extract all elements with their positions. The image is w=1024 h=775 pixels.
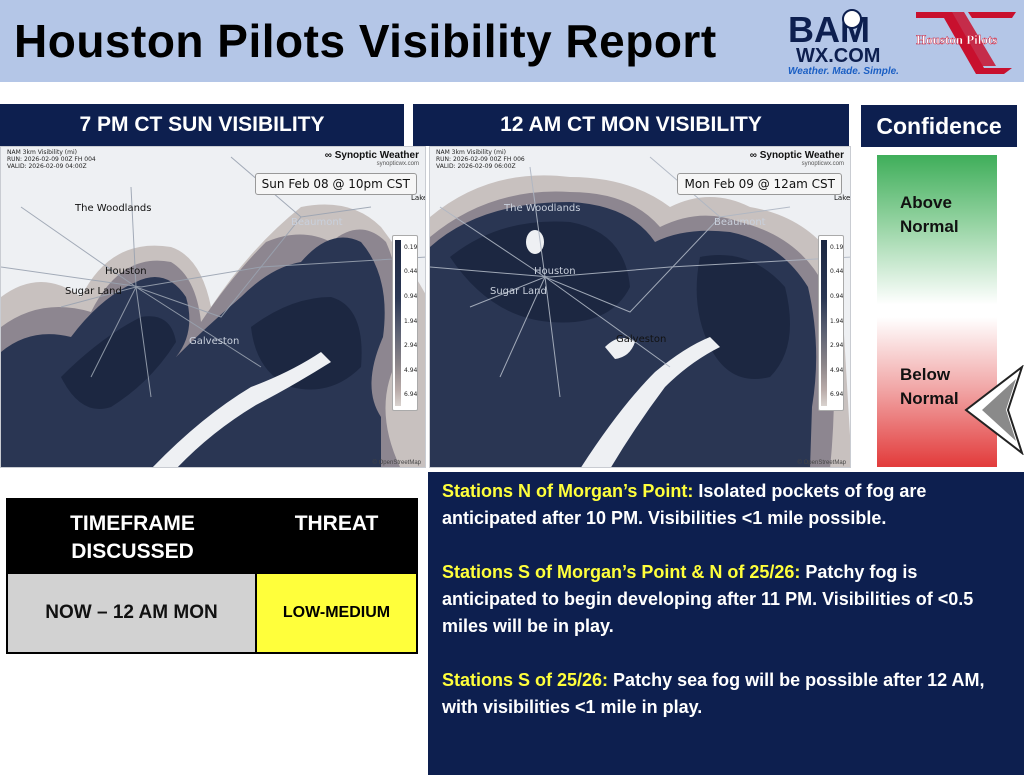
confidence-pointer-icon — [964, 365, 1024, 455]
osm-attribution: © OpenStreetMap — [797, 460, 846, 466]
forecast-text: Patchy sea fog will be possible after 12… — [442, 670, 985, 717]
legend-tick: 4.94 — [830, 367, 844, 374]
confidence-title: Confidence — [861, 105, 1017, 147]
valid-time-badge: Mon Feb 09 @ 12am CST — [677, 173, 842, 195]
threat-level-value: LOW-MEDIUM — [257, 574, 416, 652]
legend-tick: 0.44 — [830, 268, 844, 275]
valid-time-badge: Sun Feb 08 @ 10pm CST — [254, 173, 417, 195]
place-lake: Lake — [411, 194, 426, 202]
confidence-below-label: Below Normal — [900, 365, 959, 408]
forecast-paragraph: Stations N of Morgan’s Point: Isolated p… — [442, 478, 1010, 532]
legend-tick: 0.44 — [404, 268, 418, 275]
timeframe-value: NOW – 12 AM MON — [8, 574, 257, 652]
station-group-label: Stations S of 25/26: — [442, 670, 609, 690]
panel-title-sun: 7 PM CT SUN VISIBILITY — [0, 104, 404, 146]
legend-color-bar — [821, 240, 827, 406]
place-galveston: Galveston — [616, 334, 667, 345]
place-galveston: Galveston — [189, 336, 240, 347]
baam-logo-domain: WX.COM — [796, 45, 880, 67]
legend-tick: 0.19 — [404, 244, 418, 251]
confidence-above-label: Above Normal — [900, 193, 959, 236]
visibility-legend: 0.19 0.44 0.94 1.94 2.94 4.94 6.94 — [818, 235, 844, 411]
legend-tick: 0.94 — [830, 293, 844, 300]
map-meta: NAM 3km Visibility (mi) RUN: 2026-02-09 … — [7, 149, 96, 170]
visibility-map-sun: NAM 3km Visibility (mi) RUN: 2026-02-09 … — [0, 146, 426, 468]
legend-tick: 1.94 — [830, 318, 844, 325]
houston-pilots-logo: Houston Pilots — [916, 12, 1016, 74]
threat-table-header: TIMEFRAME DISCUSSED THREAT — [8, 500, 416, 574]
timeframe-header: TIMEFRAME DISCUSSED — [70, 512, 195, 563]
fog-map-graphic — [1, 147, 425, 467]
legend-tick: 2.94 — [830, 342, 844, 349]
pilots-logo-text: Houston Pilots — [916, 32, 997, 47]
legend-tick: 6.94 — [830, 391, 844, 398]
place-the-woodlands: The Woodlands — [504, 203, 581, 214]
place-houston: Houston — [105, 266, 147, 277]
legend-color-bar — [395, 240, 401, 406]
place-houston: Houston — [534, 266, 576, 277]
station-group-label: Stations N of Morgan’s Point: — [442, 481, 694, 501]
place-lake: Lake — [834, 194, 851, 202]
synoptic-brand: ∞ Synoptic Weather synopticwx.com — [749, 150, 844, 167]
place-the-woodlands: The Woodlands — [75, 203, 152, 214]
legend-tick: 1.94 — [404, 318, 418, 325]
place-beaumont: Beaumont — [291, 217, 343, 228]
threat-table: TIMEFRAME DISCUSSED THREAT NOW – 12 AM M… — [6, 498, 418, 654]
baam-logo-tagline: Weather. Made. Simple. — [788, 66, 899, 77]
legend-tick: 0.94 — [404, 293, 418, 300]
station-group-label: Stations S of Morgan’s Point & N of 25/2… — [442, 562, 801, 582]
legend-tick: 2.94 — [404, 342, 418, 349]
place-sugar-land: Sugar Land — [65, 286, 122, 297]
map-meta: NAM 3km Visibility (mi) RUN: 2026-02-09 … — [436, 149, 525, 170]
visibility-map-mon: NAM 3km Visibility (mi) RUN: 2026-02-09 … — [429, 146, 851, 468]
forecast-text: Patchy fog is anticipated to begin devel… — [442, 562, 974, 636]
forecast-text: Isolated pockets of fog are anticipated … — [442, 481, 927, 528]
legend-tick: 0.19 — [830, 244, 844, 251]
panel-title-mon: 12 AM CT MON VISIBILITY — [413, 104, 849, 146]
synoptic-infinity-icon: ∞ — [749, 150, 760, 161]
fog-map-graphic — [430, 147, 850, 467]
place-beaumont: Beaumont — [714, 217, 766, 228]
legend-tick: 4.94 — [404, 367, 418, 374]
legend-tick: 6.94 — [404, 391, 418, 398]
synoptic-infinity-icon: ∞ — [324, 150, 335, 161]
threat-header: THREAT — [294, 512, 379, 535]
report-header: Houston Pilots Visibility Report BAM WX.… — [0, 0, 1024, 82]
page-title: Houston Pilots Visibility Report — [14, 15, 717, 67]
forecast-paragraph: Stations S of 25/26: Patchy sea fog will… — [442, 667, 1010, 721]
visibility-legend: 0.19 0.44 0.94 1.94 2.94 4.94 6.94 — [392, 235, 418, 411]
forecast-paragraph: Stations S of Morgan’s Point & N of 25/2… — [442, 559, 1010, 640]
osm-attribution: © OpenStreetMap — [372, 460, 421, 466]
baam-wx-logo: BAM WX.COM Weather. Made. Simple. — [788, 9, 899, 77]
synoptic-brand: ∞ Synoptic Weather synopticwx.com — [324, 150, 419, 167]
place-sugar-land: Sugar Land — [490, 286, 547, 297]
station-forecast-panel: Stations N of Morgan’s Point: Isolated p… — [428, 472, 1024, 775]
